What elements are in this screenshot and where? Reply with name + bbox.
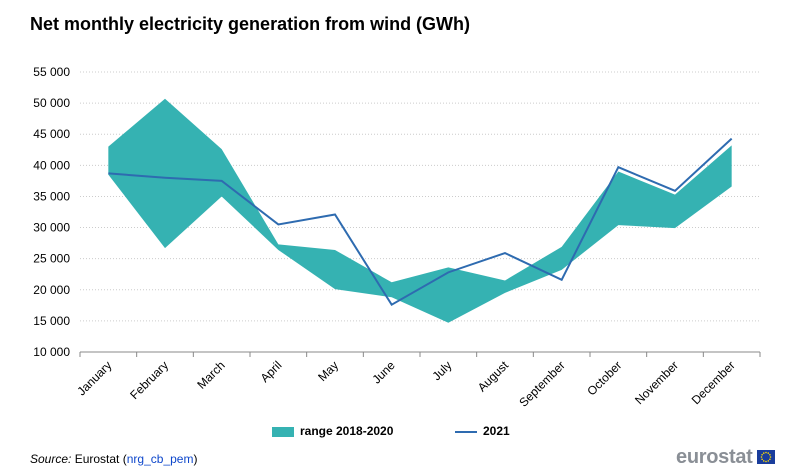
range-band	[108, 98, 732, 323]
x-tick-label: June	[369, 358, 398, 387]
chart-title: Net monthly electricity generation from …	[30, 14, 471, 34]
flag-star	[760, 458, 763, 461]
flag-star	[769, 456, 771, 458]
flag-star	[762, 452, 765, 454]
y-tick-label: 55 000	[33, 65, 70, 79]
source-code-link[interactable]: nrg_cb_pem	[126, 452, 194, 466]
eu-flag-icon	[756, 450, 775, 464]
legend-range-swatch	[272, 427, 294, 437]
legend-2021-label: 2021	[483, 424, 510, 438]
y-tick-label: 45 000	[33, 127, 70, 141]
flag-star	[760, 453, 763, 456]
x-tick-label: May	[315, 358, 341, 384]
x-tick-label: December	[689, 358, 738, 407]
flag-star	[762, 460, 765, 462]
flag-star	[766, 452, 769, 454]
source-close-paren: )	[193, 452, 198, 466]
x-tick-label: November	[632, 358, 681, 407]
x-tick-label: April	[258, 358, 285, 385]
flag-star	[764, 460, 767, 463]
logo-text: eurostat	[676, 445, 753, 468]
x-tick-label: October	[584, 358, 624, 398]
flag-star	[768, 453, 771, 456]
y-tick-label: 25 000	[33, 252, 70, 266]
y-tick-label: 35 000	[33, 189, 70, 203]
flag-star	[764, 451, 767, 454]
y-tick-label: 40 000	[33, 158, 70, 172]
source-label: Source:	[30, 452, 72, 466]
flag-star	[766, 460, 769, 462]
y-tick-label: 20 000	[33, 283, 70, 297]
source-open-paren: (	[122, 452, 127, 466]
flag-star	[768, 458, 771, 461]
x-tick-label: February	[127, 358, 171, 402]
line-2021	[108, 137, 733, 307]
flag-star	[760, 456, 762, 458]
legend-range-label: range 2018-2020	[300, 424, 394, 438]
y-tick-label: 10 000	[33, 345, 70, 359]
source-note: Source: Eurostat (nrg_cb_pem)	[30, 452, 197, 466]
x-tick-label: July	[429, 358, 454, 383]
eurostat-logo: eurostat	[676, 446, 775, 468]
y-tick-label: 30 000	[33, 221, 70, 235]
x-tick-label: September	[516, 358, 567, 409]
source-org: Eurostat	[74, 452, 120, 466]
legend-2021-line	[455, 431, 477, 433]
y-tick-label: 15 000	[33, 314, 70, 328]
x-tick-label: August	[475, 358, 512, 395]
y-tick-label: 50 000	[33, 96, 70, 110]
x-tick-label: January	[74, 358, 114, 398]
x-tick-label: March	[194, 358, 227, 391]
